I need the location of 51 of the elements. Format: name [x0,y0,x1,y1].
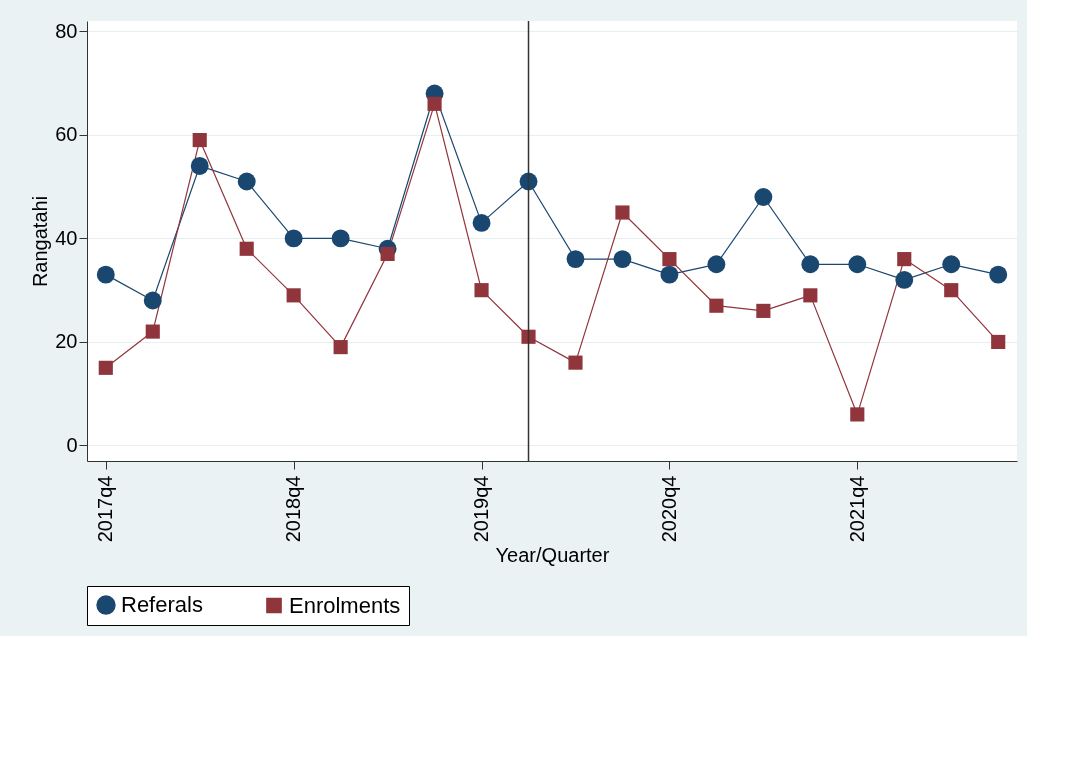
point [284,229,303,248]
point [380,246,395,262]
point [754,188,773,206]
point [333,340,348,355]
x-tick-label: 2018q4 [282,475,305,543]
point [143,291,162,310]
point [615,205,630,220]
point [239,241,254,256]
point [286,288,301,303]
x-axis-title: Year/Quarter [495,544,610,567]
point [707,255,726,274]
point [756,303,771,318]
point [991,334,1006,350]
point [850,407,865,422]
point [944,283,959,298]
point [897,252,912,267]
point [942,255,961,274]
point [521,329,536,344]
point [237,172,256,191]
point [662,252,677,267]
x-tick-label: 2020q4 [657,475,680,543]
y-tick-label: 40 [55,226,78,249]
y-axis-title: Rangatahi [29,195,52,288]
point [613,250,632,269]
point [192,132,207,148]
point [568,355,583,370]
legend-label: Enrolments [289,592,401,618]
x-tick-label: 2021q4 [845,475,868,543]
point [801,255,820,274]
point [848,255,867,274]
point [98,360,113,375]
point [566,250,585,269]
point [895,270,914,289]
legend-label: Referals [121,592,203,618]
y-tick-label: 60 [55,123,78,146]
point [989,265,1008,284]
point [427,96,442,111]
y-tick-label: 0 [66,433,78,456]
x-tick-label: 2019q4 [470,475,493,543]
x-tick-label: 2017q4 [94,475,117,543]
point [96,265,115,284]
point [145,324,160,339]
y-tick-label: 20 [55,330,78,353]
point [190,157,209,175]
point [709,298,724,313]
point [474,283,489,298]
point [472,213,491,232]
point [331,229,350,248]
y-tick-label: 80 [55,19,78,42]
point [803,288,818,303]
point [660,265,679,284]
